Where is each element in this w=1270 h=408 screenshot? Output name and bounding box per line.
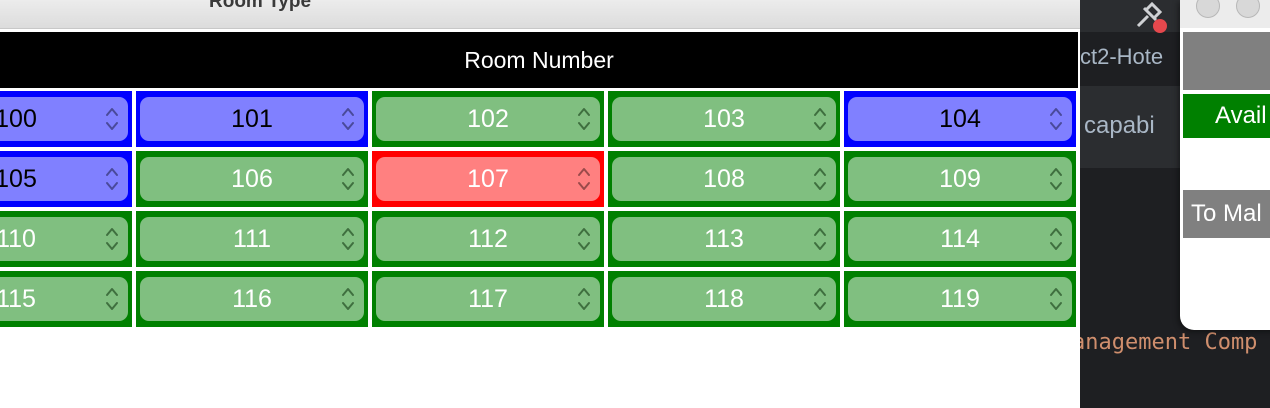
room-cell: 104 xyxy=(844,91,1076,147)
window-titlebar[interactable]: Room Type xyxy=(0,0,1080,29)
room-cell: 115 xyxy=(0,271,132,327)
room-number-value: 105 xyxy=(0,164,37,193)
room-cell: 107 xyxy=(372,151,604,207)
room-number-value: 117 xyxy=(468,284,508,313)
up-down-chevron-icon[interactable] xyxy=(813,166,827,192)
available-legend: Avail xyxy=(1183,94,1270,138)
window-title: Room Type xyxy=(209,0,312,12)
room-number-spinner[interactable]: 108 xyxy=(612,157,836,201)
room-number-value: 106 xyxy=(231,164,273,193)
room-cell: 118 xyxy=(608,271,840,327)
room-cell: 109 xyxy=(844,151,1076,207)
up-down-chevron-icon[interactable] xyxy=(1049,106,1063,132)
room-number-spinner[interactable]: 107 xyxy=(376,157,600,201)
room-cell: 119 xyxy=(844,271,1076,327)
room-number-value: 119 xyxy=(940,284,980,313)
room-cell: 100 xyxy=(0,91,132,147)
room-number-spinner[interactable]: 101 xyxy=(140,97,364,141)
ide-code-line: anagement Comp xyxy=(1080,330,1258,355)
up-down-chevron-icon[interactable] xyxy=(105,106,119,132)
room-cell: 102 xyxy=(372,91,604,147)
room-cell: 114 xyxy=(844,211,1076,267)
up-down-chevron-icon[interactable] xyxy=(105,286,119,312)
up-down-chevron-icon[interactable] xyxy=(813,106,827,132)
room-number-value: 112 xyxy=(468,224,508,253)
room-number-value: 109 xyxy=(939,164,981,193)
room-number-spinner[interactable]: 106 xyxy=(140,157,364,201)
up-down-chevron-icon[interactable] xyxy=(105,226,119,252)
room-cell: 105 xyxy=(0,151,132,207)
room-cell: 108 xyxy=(608,151,840,207)
room-number-value: 102 xyxy=(467,104,509,133)
up-down-chevron-icon[interactable] xyxy=(1049,166,1063,192)
room-cell: 112 xyxy=(372,211,604,267)
ide-capabilities-label[interactable]: capabi xyxy=(1084,112,1155,139)
up-down-chevron-icon[interactable] xyxy=(577,106,591,132)
up-down-chevron-icon[interactable] xyxy=(577,226,591,252)
room-number-spinner[interactable]: 105 xyxy=(0,157,128,201)
up-down-chevron-icon[interactable] xyxy=(105,166,119,192)
up-down-chevron-icon[interactable] xyxy=(813,226,827,252)
room-number-spinner[interactable]: 102 xyxy=(376,97,600,141)
to-make-legend: To Mal xyxy=(1183,190,1270,238)
room-number-spinner[interactable]: 117 xyxy=(376,277,600,321)
room-number-header: Room Number xyxy=(0,32,1078,88)
room-number-spinner[interactable]: 100 xyxy=(0,97,128,141)
up-down-chevron-icon[interactable] xyxy=(341,226,355,252)
room-number-value: 116 xyxy=(232,284,272,313)
room-number-spinner[interactable]: 112 xyxy=(376,217,600,261)
room-cell: 111 xyxy=(136,211,368,267)
room-number-spinner[interactable]: 104 xyxy=(848,97,1072,141)
dialog-header-bar xyxy=(1183,32,1270,90)
up-down-chevron-icon[interactable] xyxy=(1049,226,1063,252)
pin-icon[interactable] xyxy=(1130,0,1170,34)
room-number-spinner[interactable]: 110 xyxy=(0,217,128,261)
up-down-chevron-icon[interactable] xyxy=(577,166,591,192)
room-number-value: 115 xyxy=(0,284,36,313)
minimize-window-button[interactable] xyxy=(1236,0,1260,18)
ide-tab-label[interactable]: ct2-Hote xyxy=(1080,44,1164,69)
room-number-spinner[interactable]: 118 xyxy=(612,277,836,321)
room-number-value: 111 xyxy=(232,224,271,253)
room-cell: 117 xyxy=(372,271,604,327)
room-cell: 103 xyxy=(608,91,840,147)
room-cell: 101 xyxy=(136,91,368,147)
room-number-value: 110 xyxy=(0,224,36,253)
room-number-value: 104 xyxy=(939,104,981,133)
up-down-chevron-icon[interactable] xyxy=(1049,286,1063,312)
room-number-spinner[interactable]: 109 xyxy=(848,157,1072,201)
room-grid-window: Room Type Room Number 100 101 102 103 104 105… xyxy=(0,0,1080,327)
room-number-spinner[interactable]: 114 xyxy=(848,217,1072,261)
room-number-value: 107 xyxy=(467,164,509,193)
room-number-value: 108 xyxy=(703,164,745,193)
up-down-chevron-icon[interactable] xyxy=(341,106,355,132)
room-number-spinner[interactable]: 116 xyxy=(140,277,364,321)
room-number-spinner[interactable]: 113 xyxy=(612,217,836,261)
room-cell: 110 xyxy=(0,211,132,267)
room-cell: 116 xyxy=(136,271,368,327)
room-number-spinner[interactable]: 111 xyxy=(140,217,364,261)
room-number-value: 114 xyxy=(940,224,980,253)
room-number-spinner[interactable]: 103 xyxy=(612,97,836,141)
close-window-button[interactable] xyxy=(1196,0,1220,18)
room-number-value: 113 xyxy=(704,224,744,253)
availability-dialog: Avail To Mal xyxy=(1180,0,1270,330)
room-cell: 113 xyxy=(608,211,840,267)
room-number-spinner[interactable]: 115 xyxy=(0,277,128,321)
room-number-value: 100 xyxy=(0,104,37,133)
dialog-titlebar[interactable] xyxy=(1180,0,1270,28)
room-number-value: 103 xyxy=(703,104,745,133)
up-down-chevron-icon[interactable] xyxy=(341,166,355,192)
room-number-value: 118 xyxy=(704,284,744,313)
room-number-value: 101 xyxy=(231,104,273,133)
room-number-spinner[interactable]: 119 xyxy=(848,277,1072,321)
up-down-chevron-icon[interactable] xyxy=(577,286,591,312)
up-down-chevron-icon[interactable] xyxy=(813,286,827,312)
room-number-header-label: Room Number xyxy=(464,46,614,73)
room-cell: 106 xyxy=(136,151,368,207)
up-down-chevron-icon[interactable] xyxy=(341,286,355,312)
